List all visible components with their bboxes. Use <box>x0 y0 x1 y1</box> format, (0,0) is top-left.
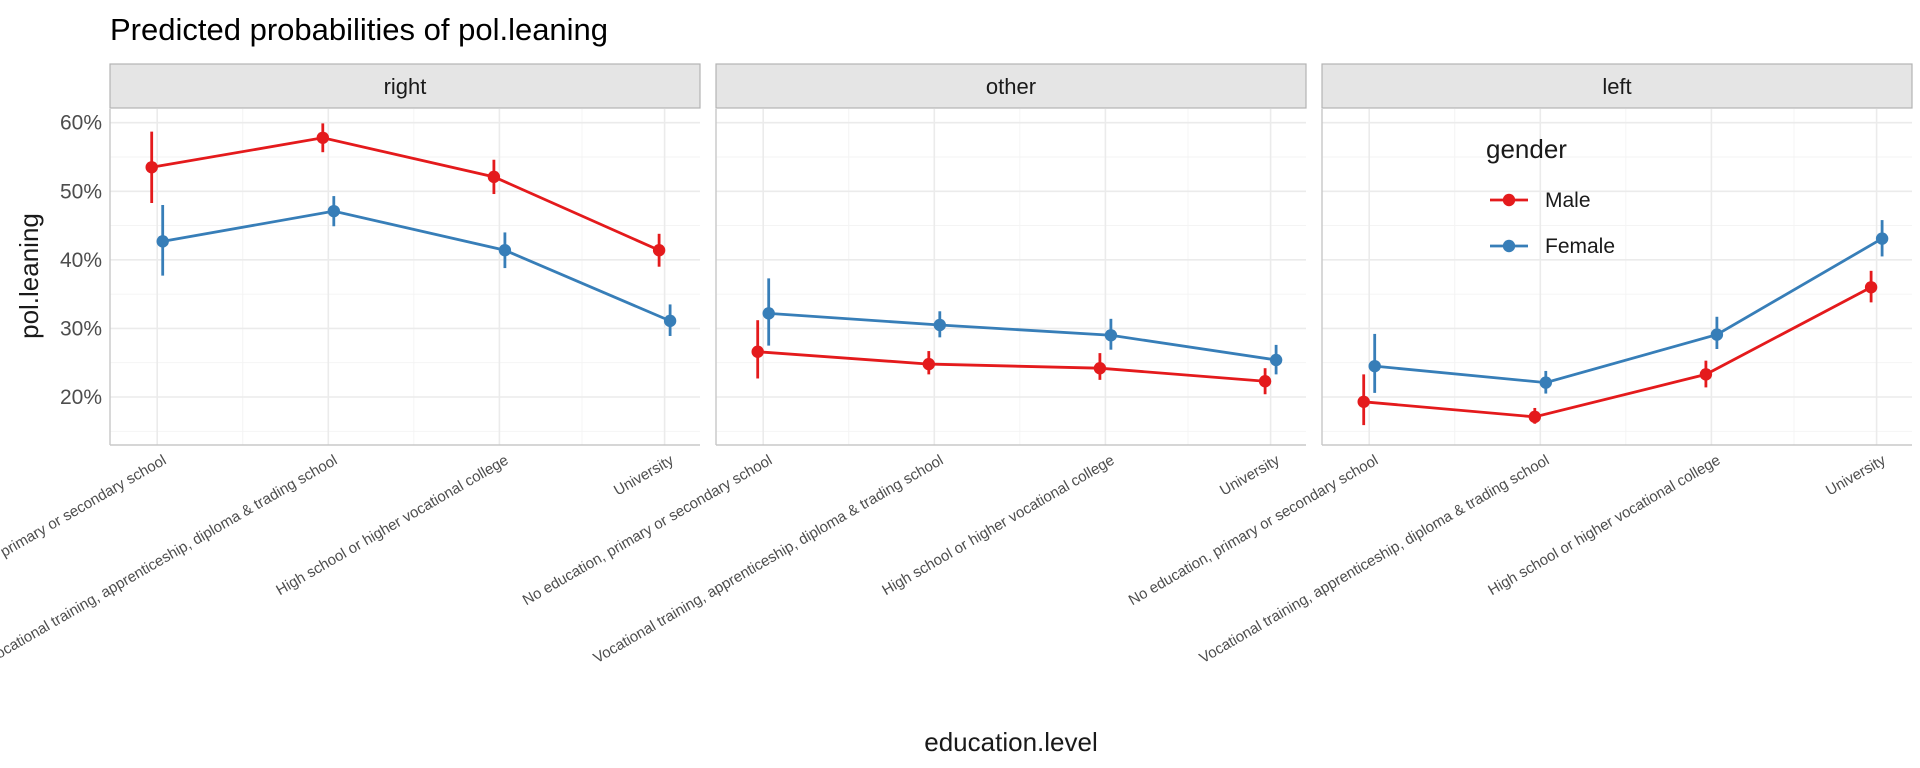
series-line <box>1374 237 1883 385</box>
panel-background <box>110 109 700 445</box>
series-male <box>145 123 666 267</box>
data-point <box>1539 376 1553 389</box>
data-point <box>751 345 764 358</box>
data-point <box>498 244 512 257</box>
series-female <box>762 278 1283 375</box>
facet-strip-label: right <box>384 74 427 99</box>
legend-title: gender <box>1486 134 1567 164</box>
legend-label: Female <box>1545 235 1615 258</box>
legend-key-point <box>1502 193 1516 207</box>
data-point <box>1357 395 1370 408</box>
series-male <box>1357 270 1878 426</box>
data-point <box>145 161 158 174</box>
data-point <box>762 307 775 320</box>
facet-strip <box>715 63 1307 109</box>
legend: gender Male Female <box>1486 134 1615 258</box>
data-point <box>156 235 169 248</box>
data-point <box>1368 359 1381 373</box>
data-point <box>1875 232 1889 245</box>
facet-panel-right: right 20% 30% 40% 50% 60% No education, primar… <box>0 63 701 667</box>
facet-panels: right 20% 30% 40% 50% 60% No education, primar… <box>0 63 1913 667</box>
chart-title: Predicted probabilities of pol.leaning <box>110 12 608 47</box>
x-tick-label: No education, primary or secondary schoo… <box>0 452 169 609</box>
x-tick-label: University <box>1823 451 1889 499</box>
series-line <box>757 350 1266 383</box>
data-point <box>933 318 946 332</box>
y-tick-label: 20% <box>60 386 102 409</box>
series-female <box>156 196 677 336</box>
data-point <box>487 170 501 184</box>
data-point <box>316 131 329 144</box>
data-point <box>1093 362 1107 375</box>
legend-item-male: Male <box>1490 189 1591 212</box>
legend-items: Male Female <box>1490 189 1615 258</box>
x-axis-title: education.level <box>924 727 1097 757</box>
x-tick-label: University <box>611 451 677 499</box>
facet-strip-label: left <box>1602 74 1631 99</box>
x-tick-label: University <box>1217 451 1283 499</box>
series-female <box>1368 220 1889 394</box>
facet-strip-label: other <box>986 74 1036 99</box>
y-tick-label: 30% <box>60 317 102 340</box>
data-point <box>1710 328 1724 341</box>
facet-strip <box>1321 63 1913 109</box>
facet-strip <box>109 63 701 109</box>
data-point <box>327 204 340 218</box>
series-line <box>768 311 1277 362</box>
series-male <box>751 320 1272 395</box>
data-point <box>1864 281 1878 294</box>
panel-background <box>716 109 1306 445</box>
data-point <box>663 314 677 328</box>
legend-item-female: Female <box>1490 235 1615 258</box>
legend-label: Male <box>1545 189 1591 212</box>
series-line <box>162 209 671 323</box>
x-tick-label: Vocational training, apprenticeship, dip… <box>0 452 340 667</box>
y-tick-label: 50% <box>60 180 102 203</box>
data-point <box>1258 375 1272 388</box>
legend-key-point <box>1502 239 1516 253</box>
data-point <box>652 244 666 257</box>
data-point <box>1104 329 1118 342</box>
series-line <box>151 136 660 252</box>
y-tick-label: 60% <box>60 112 102 135</box>
y-tick-label: 40% <box>60 249 102 272</box>
data-point <box>1528 410 1542 424</box>
data-point <box>1269 353 1283 367</box>
series-line <box>1363 286 1872 419</box>
data-point <box>922 357 935 371</box>
y-axis-title: pol.leaning <box>14 213 44 339</box>
panel-background <box>1322 109 1912 445</box>
data-point <box>1699 368 1713 381</box>
